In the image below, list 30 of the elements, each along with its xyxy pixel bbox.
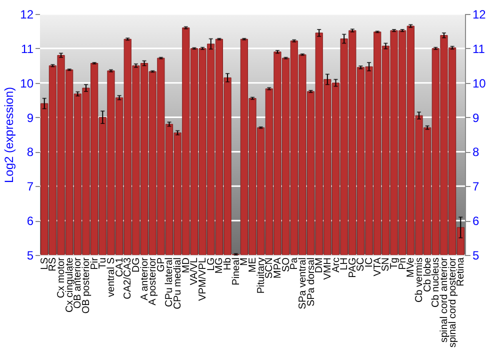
x-tick-label: Pituitary xyxy=(256,258,267,294)
y2-tick-label: 6 xyxy=(472,214,480,228)
y2-tick-label: 8 xyxy=(472,145,480,160)
x-tick-label: ME xyxy=(248,257,258,272)
x-tick-label: OB posterior xyxy=(80,256,92,314)
y-tick-label: 6 xyxy=(26,214,34,228)
x-tick-label: A posterior xyxy=(148,256,159,306)
y-tick-label: 8 xyxy=(26,145,34,160)
y-tick-label: 12 xyxy=(20,8,34,22)
y2-tick-label: 5 xyxy=(472,248,480,262)
x-tick-label: VMH xyxy=(322,258,334,280)
y-axis-title: Log2 (expression) xyxy=(2,86,16,184)
x-tick-label: Retina xyxy=(456,257,467,286)
x-tick-label: DG xyxy=(130,257,142,272)
x-tick-label: ventral S xyxy=(106,257,117,297)
x-tick-label: RS xyxy=(48,257,59,272)
y2-tick-label: 7 xyxy=(472,180,480,194)
y2-tick-label: 11 xyxy=(472,42,486,56)
y2-tick-label: 9 xyxy=(472,110,480,125)
y-tick-label: 5 xyxy=(26,248,34,262)
y-tick-label: 10 xyxy=(20,76,34,90)
x-tick-label: MPA xyxy=(272,257,284,278)
y-tick-label: 9 xyxy=(26,110,34,125)
x-tick-label: Tg xyxy=(389,258,400,270)
y2-tick-label: 10 xyxy=(472,76,486,90)
x-tick-label: spinal cord posterior xyxy=(447,256,458,348)
y2-tick-label: 12 xyxy=(472,8,486,22)
y-tick-label: 11 xyxy=(21,42,34,56)
x-tick-label: spinal cord anterior xyxy=(438,256,450,343)
y-tick-label: 7 xyxy=(26,180,34,194)
